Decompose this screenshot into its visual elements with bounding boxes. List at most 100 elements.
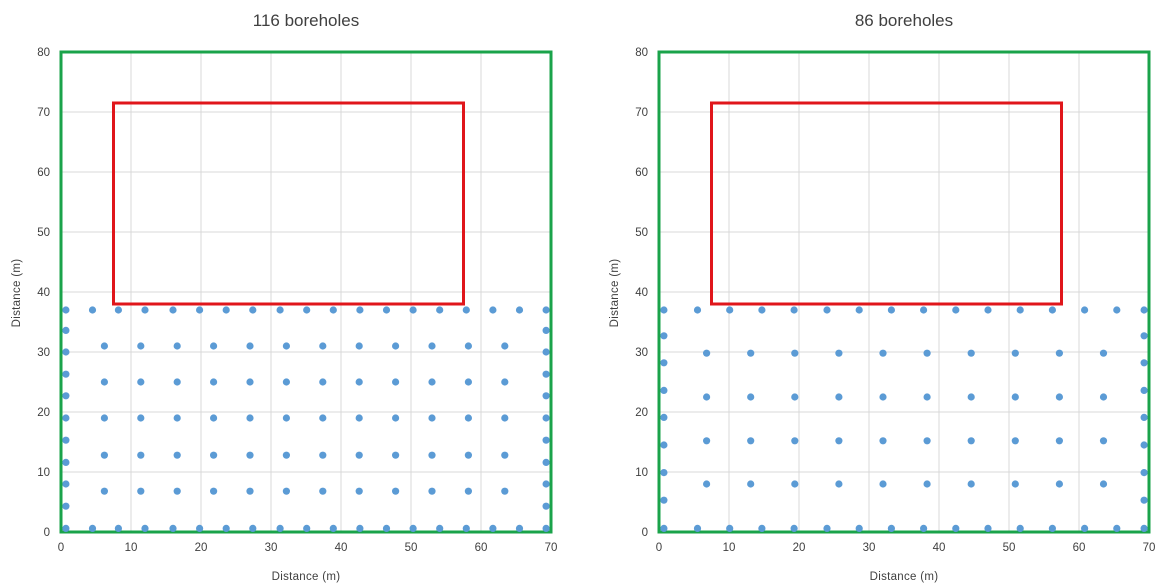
borehole-point: [62, 458, 70, 466]
borehole-point: [210, 378, 218, 386]
borehole-point: [62, 414, 70, 422]
x-tick-label: 60: [475, 542, 488, 554]
borehole-point: [703, 437, 711, 445]
y-tick-label: 10: [635, 467, 648, 479]
borehole-point: [282, 342, 290, 350]
borehole-point: [282, 487, 290, 495]
borehole-point: [501, 414, 509, 422]
site-boundary: [657, 50, 1151, 534]
borehole-point: [791, 393, 799, 401]
borehole-point: [303, 306, 311, 314]
borehole-point: [319, 378, 327, 386]
y-axis-label: Distance (m): [11, 259, 23, 328]
borehole-point: [436, 524, 444, 533]
borehole-point: [222, 524, 230, 533]
borehole-point: [835, 349, 843, 357]
x-tick-label: 50: [405, 542, 418, 554]
borehole-point: [855, 524, 863, 533]
borehole-point: [823, 524, 831, 533]
x-tick-label: 20: [793, 542, 806, 554]
borehole-point: [835, 393, 843, 401]
borehole-point: [1081, 306, 1089, 314]
borehole-point: [542, 480, 550, 488]
y-tick-label: 10: [37, 467, 50, 479]
y-tick-label: 80: [635, 47, 648, 59]
y-tick-label: 30: [37, 347, 50, 359]
borehole-point: [660, 332, 668, 340]
borehole-point: [62, 348, 70, 356]
borehole-point: [542, 524, 550, 533]
borehole-point: [196, 306, 204, 314]
chart-left-svg: 116 boreholes 0 10 20 30 40 50 60 70 0 10 20 30 40 50…: [11, 11, 557, 583]
borehole-point: [222, 306, 230, 314]
borehole-point: [303, 524, 311, 533]
borehole-point: [246, 451, 254, 459]
borehole-point: [141, 524, 149, 533]
borehole-point: [196, 524, 204, 533]
borehole-point: [462, 524, 470, 533]
borehole-point: [1048, 306, 1056, 314]
borehole-point: [1140, 496, 1148, 504]
y-tick-label: 80: [37, 47, 50, 59]
borehole-point: [246, 487, 254, 495]
borehole-point: [879, 393, 887, 401]
borehole-point: [515, 306, 524, 314]
y-tick-label: 70: [37, 107, 50, 119]
tick-labels: 0 10 20 30 40 50 60 70 0 10 20 30 40 50 60 70 80: [635, 47, 1155, 554]
borehole-point: [489, 306, 497, 314]
borehole-point: [100, 487, 108, 495]
borehole-point: [319, 342, 327, 350]
borehole-point: [693, 306, 702, 314]
borehole-point: [428, 342, 436, 350]
borehole-point: [952, 306, 960, 314]
y-axis-label: Distance (m): [609, 259, 621, 328]
x-axis-label: Distance (m): [272, 571, 341, 583]
borehole-point: [501, 342, 509, 350]
borehole-point: [1055, 349, 1063, 357]
borehole-point: [464, 451, 472, 459]
borehole-point: [356, 524, 364, 533]
borehole-point: [114, 524, 122, 533]
borehole-point: [62, 502, 70, 510]
borehole-points: [62, 306, 550, 533]
borehole-point: [542, 414, 550, 422]
y-tick-label: 30: [635, 347, 648, 359]
borehole-point: [1140, 469, 1148, 477]
borehole-point: [355, 487, 363, 495]
borehole-point: [855, 306, 863, 314]
borehole-point: [920, 524, 928, 533]
x-tick-label: 10: [723, 542, 736, 554]
borehole-point: [392, 414, 400, 422]
borehole-point: [249, 306, 257, 314]
borehole-point: [758, 524, 766, 533]
x-axis-label: Distance (m): [870, 571, 939, 583]
borehole-point: [173, 378, 181, 386]
y-tick-label: 70: [635, 107, 648, 119]
borehole-point: [246, 378, 254, 386]
x-tick-label: 50: [1003, 542, 1016, 554]
borehole-point: [887, 306, 895, 314]
borehole-point: [137, 342, 145, 350]
borehole-point: [282, 414, 290, 422]
borehole-point: [660, 441, 668, 449]
borehole-point: [210, 451, 218, 459]
borehole-point: [428, 487, 436, 495]
borehole-point: [319, 451, 327, 459]
borehole-point: [1055, 437, 1063, 445]
borehole-point: [210, 414, 218, 422]
borehole-point: [1011, 393, 1019, 401]
borehole-point: [1140, 413, 1148, 421]
borehole-point: [1140, 524, 1148, 533]
borehole-point: [392, 342, 400, 350]
y-tick-label: 20: [37, 407, 50, 419]
borehole-point: [693, 524, 702, 533]
x-tick-label: 70: [1143, 542, 1156, 554]
borehole-point: [1055, 480, 1063, 488]
borehole-point: [747, 349, 755, 357]
borehole-point: [923, 437, 931, 445]
borehole-point: [392, 487, 400, 495]
borehole-point: [542, 436, 550, 444]
borehole-point: [62, 326, 70, 334]
borehole-point: [835, 480, 843, 488]
y-tick-label: 40: [37, 287, 50, 299]
